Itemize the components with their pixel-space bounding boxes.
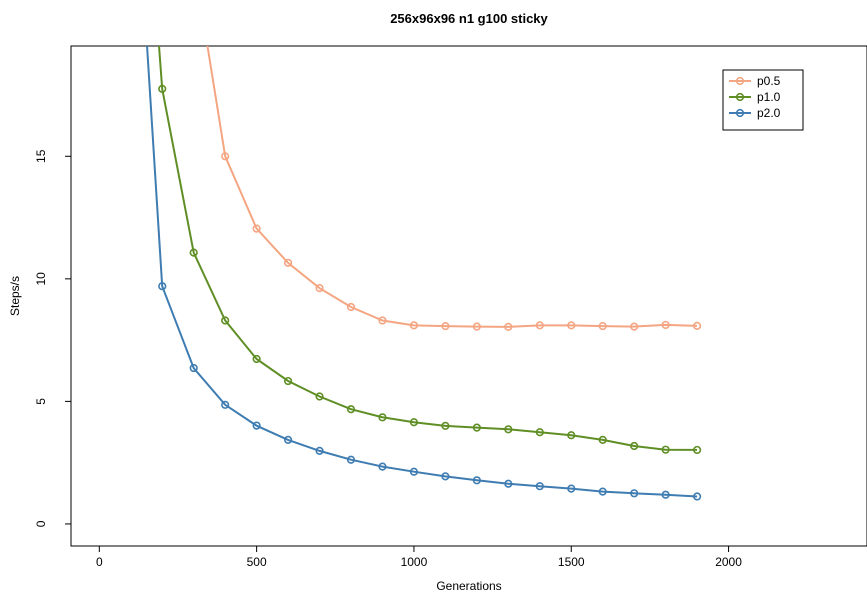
data-point bbox=[378, 413, 387, 422]
y-tick-label: 5 bbox=[34, 398, 48, 405]
data-point bbox=[598, 487, 607, 496]
data-point bbox=[252, 224, 261, 233]
data-point bbox=[409, 418, 419, 427]
data-point bbox=[158, 84, 167, 93]
data-point bbox=[661, 445, 670, 454]
y-tick-label: 0 bbox=[34, 520, 48, 527]
series-p1.0 bbox=[158, 46, 702, 455]
legend-label: p1.0 bbox=[757, 90, 781, 104]
data-point bbox=[378, 316, 387, 325]
data-point bbox=[504, 479, 513, 488]
data-point bbox=[189, 248, 198, 257]
data-point bbox=[315, 392, 324, 401]
data-point bbox=[567, 431, 576, 440]
data-point bbox=[252, 354, 261, 364]
series-p2.0 bbox=[146, 46, 702, 501]
data-point bbox=[472, 322, 481, 331]
data-point bbox=[661, 490, 670, 499]
data-point bbox=[252, 421, 261, 430]
data-point bbox=[441, 421, 450, 431]
data-point bbox=[693, 445, 702, 455]
data-point bbox=[283, 258, 293, 268]
data-point bbox=[598, 435, 607, 444]
legend-swatch-point bbox=[735, 108, 745, 118]
data-point bbox=[158, 282, 167, 291]
data-point bbox=[630, 322, 639, 331]
data-point bbox=[441, 322, 450, 331]
data-point bbox=[693, 321, 702, 331]
data-point bbox=[598, 322, 607, 331]
legend-label: p0.5 bbox=[757, 74, 781, 88]
y-axis: 0 5 10 15 bbox=[34, 149, 71, 527]
data-point bbox=[346, 455, 356, 464]
series-line bbox=[158, 46, 698, 451]
data-point bbox=[567, 321, 576, 330]
chart-title: 256x96x96 n1 g100 sticky bbox=[390, 11, 548, 26]
data-point bbox=[472, 423, 481, 432]
data-point bbox=[315, 446, 324, 456]
data-point bbox=[346, 405, 356, 414]
data-point bbox=[409, 467, 419, 476]
data-point bbox=[409, 321, 419, 330]
data-point bbox=[630, 489, 639, 498]
x-tick-label: 2000 bbox=[715, 555, 742, 569]
series-line bbox=[206, 46, 698, 328]
legend-box bbox=[722, 69, 804, 131]
data-point bbox=[378, 462, 387, 471]
y-axis-label: Steps/s bbox=[8, 276, 22, 316]
x-axis: 0 500 1000 1500 2000 bbox=[96, 546, 742, 569]
data-point bbox=[535, 428, 544, 437]
data-point bbox=[504, 425, 513, 434]
x-tick-label: 1000 bbox=[401, 555, 428, 569]
x-axis-label: Generations bbox=[436, 579, 501, 593]
data-point bbox=[693, 492, 702, 501]
data-point bbox=[504, 322, 513, 331]
data-point bbox=[221, 400, 230, 409]
legend: p0.5 p1.0 p2.0 bbox=[722, 69, 804, 131]
data-point bbox=[189, 363, 198, 373]
legend-label: p2.0 bbox=[757, 106, 781, 120]
y-tick-label: 10 bbox=[34, 272, 48, 286]
data-point bbox=[535, 482, 544, 491]
series-line bbox=[146, 46, 698, 498]
y-tick-label: 15 bbox=[34, 149, 48, 163]
data-point bbox=[283, 376, 293, 386]
series-layer bbox=[146, 46, 702, 501]
data-point bbox=[535, 321, 544, 330]
data-point bbox=[567, 484, 576, 493]
x-tick-label: 500 bbox=[247, 555, 267, 569]
data-point bbox=[221, 316, 230, 325]
plot-frame bbox=[70, 45, 867, 547]
data-point bbox=[221, 152, 230, 161]
legend-swatch-point bbox=[735, 76, 745, 86]
data-point bbox=[441, 472, 450, 481]
data-point bbox=[315, 284, 324, 293]
data-point bbox=[346, 302, 356, 312]
series-p0.5 bbox=[206, 46, 702, 331]
data-point bbox=[630, 441, 639, 451]
x-tick-label: 1500 bbox=[558, 555, 585, 569]
data-point bbox=[661, 320, 670, 330]
data-point bbox=[283, 435, 293, 444]
x-tick-label: 0 bbox=[96, 555, 103, 569]
legend-swatch-point bbox=[735, 92, 745, 102]
data-point bbox=[472, 476, 481, 485]
